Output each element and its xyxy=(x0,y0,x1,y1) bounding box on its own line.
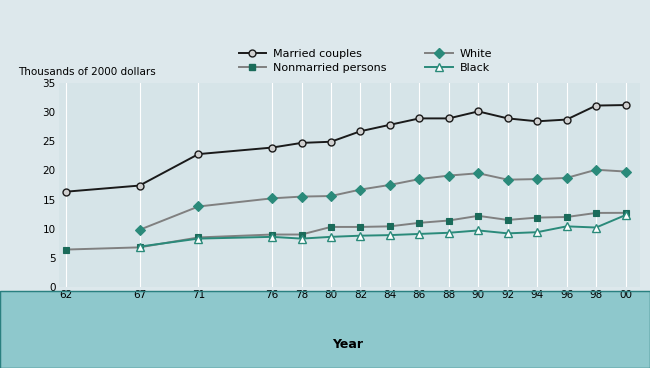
Legend: Married couples, Nonmarried persons, White, Black: Married couples, Nonmarried persons, Whi… xyxy=(239,49,492,73)
Text: Thousands of 2000 dollars: Thousands of 2000 dollars xyxy=(18,67,155,77)
Text: Year: Year xyxy=(332,337,363,351)
